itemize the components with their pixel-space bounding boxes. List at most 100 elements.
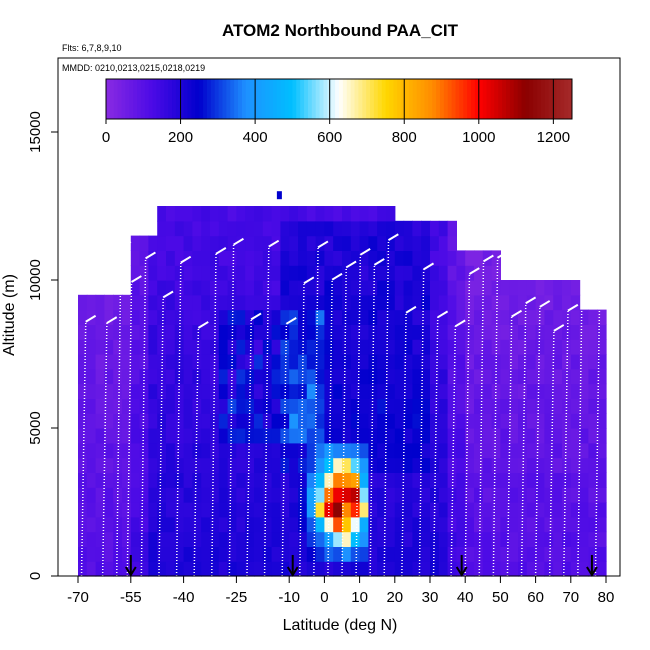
colorbar-cell	[385, 79, 390, 119]
heatmap-cell	[254, 398, 264, 414]
heatmap-cell	[262, 457, 273, 473]
heatmap-cell	[271, 235, 281, 251]
heatmap-cell	[174, 339, 185, 355]
heatmap-cell	[403, 398, 413, 414]
heatmap-cell	[535, 354, 545, 370]
heatmap-cell	[122, 413, 132, 429]
heatmap-cell	[245, 383, 255, 399]
flight-tracks	[80, 233, 611, 577]
heatmap-cell	[500, 472, 510, 488]
heatmap-cell	[78, 324, 88, 340]
flight-track	[303, 276, 315, 285]
heatmap-cell	[447, 250, 457, 266]
heatmap-cell	[139, 502, 149, 518]
heatmap-cell	[368, 354, 378, 370]
heatmap-cell	[289, 339, 299, 355]
heatmap-cell	[465, 368, 475, 385]
colorbar-cell	[241, 79, 247, 119]
heatmap-cell	[386, 265, 396, 281]
heatmap-cell	[104, 383, 114, 399]
heatmap-cell	[386, 442, 396, 459]
heatmap-cell	[254, 368, 264, 385]
heatmap-cell	[157, 516, 167, 533]
heatmap-cell	[421, 324, 431, 340]
heatmap-cell	[104, 368, 114, 385]
heatmap-cell	[104, 561, 114, 577]
heatmap-cell	[306, 220, 317, 237]
heatmap-cell	[227, 546, 237, 562]
heatmap-cell	[474, 368, 484, 385]
heatmap-cell	[254, 206, 264, 222]
heatmap-cell	[306, 309, 317, 325]
heatmap-cell	[210, 354, 220, 370]
heatmap-cell	[324, 546, 334, 562]
heatmap-cell	[342, 398, 352, 414]
colorbar-cell	[505, 79, 511, 119]
colorbar-cell	[300, 79, 305, 119]
colorbar-cell	[106, 79, 111, 119]
heatmap-cell	[104, 502, 114, 518]
heatmap-cell	[421, 220, 431, 237]
heatmap-cell	[130, 235, 141, 251]
heatmap-cell	[482, 398, 493, 414]
heatmap-cell	[271, 413, 281, 429]
heatmap-cell	[245, 368, 255, 385]
colorbar-cell	[311, 79, 317, 119]
heatmap-cell	[289, 561, 299, 577]
heatmap-cell	[157, 428, 167, 444]
heatmap-cell	[130, 428, 141, 444]
heatmap-cell	[245, 516, 255, 533]
heatmap-cell	[201, 561, 211, 577]
heatmap-cell	[174, 235, 185, 251]
heatmap-cell	[553, 354, 563, 370]
heatmap-cell	[509, 368, 519, 385]
heatmap-cell	[130, 516, 141, 533]
colorbar-cell	[261, 79, 266, 119]
heatmap-cell	[289, 294, 299, 311]
heatmap-cell	[526, 354, 537, 370]
heatmap-cell	[157, 398, 167, 414]
heatmap-cell	[298, 354, 308, 370]
heatmap-cell	[500, 457, 510, 473]
heatmap-cell	[447, 235, 457, 251]
heatmap-cell	[535, 546, 545, 562]
heatmap-cell	[500, 516, 510, 533]
colorbar-cell	[195, 79, 200, 119]
heatmap-cell	[456, 531, 466, 547]
heatmap-cell	[122, 487, 132, 503]
heatmap-cell	[482, 309, 493, 325]
heatmap-cell	[289, 324, 299, 340]
heatmap-cell	[403, 531, 413, 547]
heatmap-cell	[403, 413, 413, 429]
heatmap-cell	[526, 324, 537, 340]
flight-track	[197, 321, 209, 329]
flight-track	[246, 319, 252, 577]
heatmap-cell	[465, 442, 475, 459]
heatmap-cell	[579, 457, 589, 473]
heatmap-cell	[210, 472, 220, 488]
heatmap-cell	[271, 206, 281, 222]
heatmap-cell	[438, 516, 449, 533]
heatmap-cell	[412, 398, 422, 414]
heatmap-cell	[350, 442, 361, 459]
heatmap-cell	[465, 250, 475, 266]
colorbar-cell	[498, 79, 503, 119]
heatmap-cell	[377, 561, 387, 577]
colorbar-cell	[443, 79, 449, 119]
y-axis-label: Altitude (m)	[1, 274, 18, 356]
heatmap-cell	[324, 413, 334, 429]
colorbar-cell	[428, 79, 433, 119]
heatmap-cell	[474, 531, 484, 547]
heatmap-cell	[157, 294, 167, 311]
heatmap-cell	[430, 220, 440, 237]
heatmap-cell	[333, 280, 343, 296]
heatmap-cell	[509, 294, 519, 311]
colorbar-cell	[172, 79, 177, 119]
heatmap-cell	[342, 516, 352, 533]
heatmap-cell	[271, 294, 281, 311]
heatmap-cell	[201, 206, 211, 222]
colorbar-cell	[257, 79, 262, 119]
heatmap-cell	[333, 502, 343, 518]
heatmap-cell	[403, 235, 413, 251]
heatmap-cell	[210, 546, 220, 562]
